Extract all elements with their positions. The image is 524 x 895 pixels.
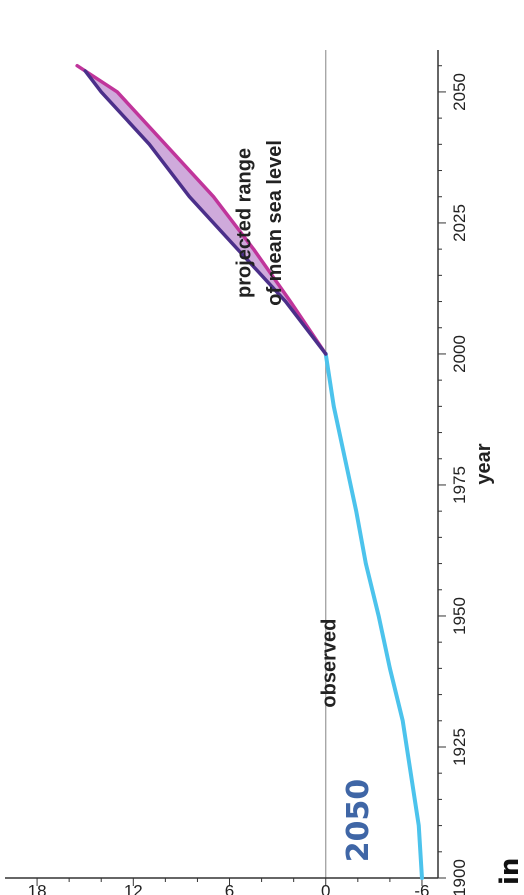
x-tick-label: 1975 [450, 466, 469, 504]
y-tick-label: 6 [225, 881, 234, 895]
projected-high-line [83, 69, 328, 356]
projected-annotation-line2: of mean sea level [264, 140, 286, 306]
x-tick-label: 2025 [450, 204, 469, 242]
y-tick-label: 0 [321, 881, 330, 895]
axes [5, 50, 446, 886]
projected-low-line [75, 63, 328, 356]
units-label: in [495, 858, 524, 885]
y-tick-label: -6 [414, 881, 429, 895]
x-tick-label: 1900 [450, 859, 469, 895]
x-axis-title: year [473, 443, 495, 484]
x-tick-label: 1950 [450, 597, 469, 635]
x-tick-label: 1925 [450, 728, 469, 766]
x-tick-label: 2050 [450, 73, 469, 111]
projected-annotation-line1: projected range [233, 148, 255, 298]
tick-labels: 1900 1925 1950 1975 2000 2025 2050 -6 0 6 12 18 [28, 73, 469, 895]
y-tick-label: 12 [124, 881, 143, 895]
series-layer [75, 63, 424, 880]
observed-line [323, 351, 424, 880]
x-tick-label: 2000 [450, 335, 469, 373]
observed-annotation: observed [318, 619, 340, 708]
y-tick-label: 18 [28, 881, 47, 895]
year-badge: 2050 [341, 779, 376, 863]
